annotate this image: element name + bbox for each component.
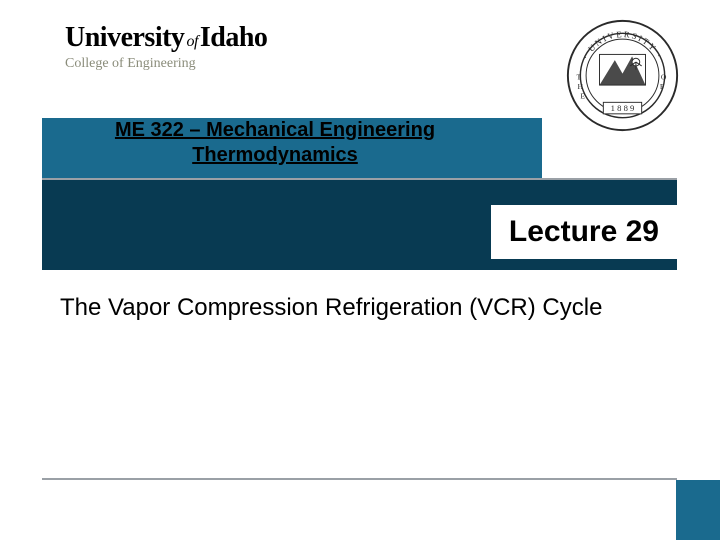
svg-text:O: O (661, 72, 667, 81)
svg-text:E: E (580, 92, 585, 101)
svg-text:F: F (660, 82, 664, 91)
slide: UniversityofIdaho College of Engineering… (0, 0, 720, 540)
divider-bottom (42, 478, 677, 480)
university-logo-block: UniversityofIdaho College of Engineering (65, 22, 267, 72)
university-name: UniversityofIdaho (65, 22, 267, 54)
content-area: The Vapor Compression Refrigeration (VCR… (60, 292, 660, 323)
topic-text: The Vapor Compression Refrigeration (VCR… (60, 292, 660, 323)
corner-accent (676, 480, 720, 540)
dept-background (95, 90, 405, 114)
lecture-label: Lecture 29 (509, 215, 659, 248)
university-prefix: University (65, 22, 184, 53)
university-suffix: Idaho (200, 22, 268, 53)
seal-year: 1 8 8 9 (611, 103, 635, 113)
course-title: ME 322 – Mechanical Engineering Thermody… (95, 118, 455, 168)
university-seal: · UNIVERSITY · T H E O F 1 8 8 9 (565, 18, 680, 133)
lecture-box: Lecture 29 (491, 205, 677, 259)
svg-text:T: T (577, 72, 582, 81)
university-of: of (184, 33, 199, 50)
svg-text:H: H (577, 82, 583, 91)
course-title-box: ME 322 – Mechanical Engineering Thermody… (95, 118, 455, 168)
college-name: College of Engineering (65, 56, 267, 72)
